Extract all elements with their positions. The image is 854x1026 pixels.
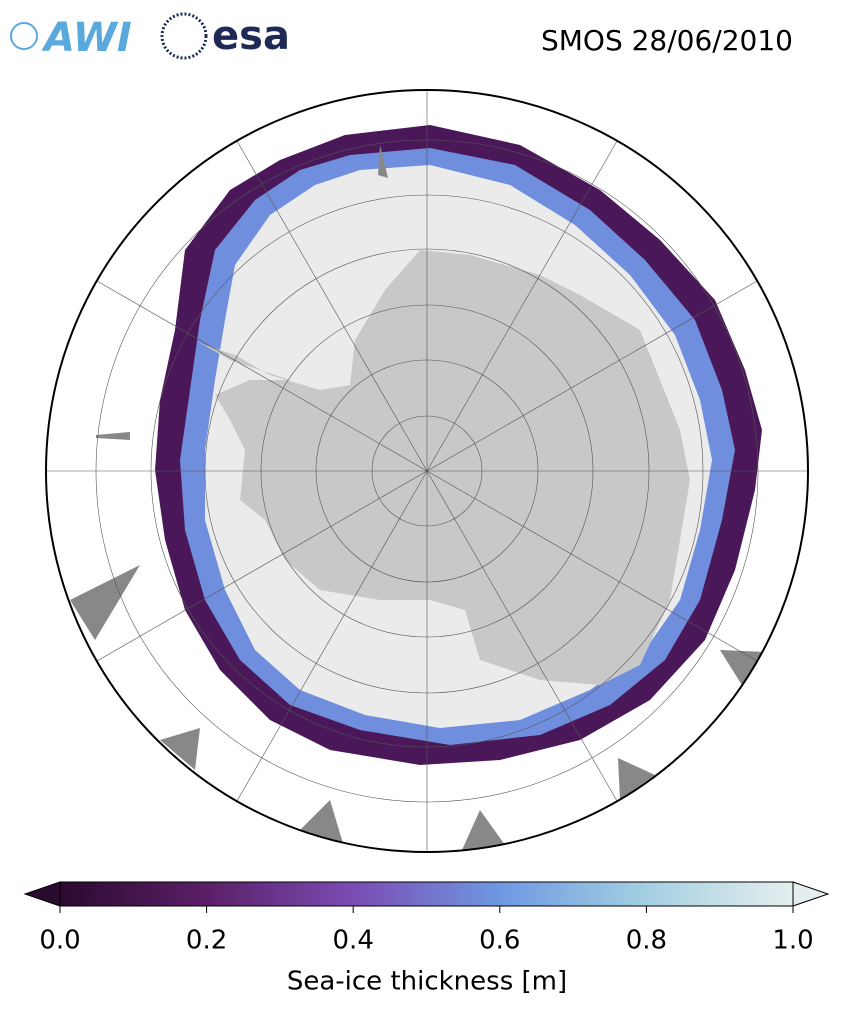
- antarctica: [195, 250, 690, 685]
- esa-logo: esa: [212, 13, 290, 59]
- awi-globe: [10, 22, 38, 50]
- colorbar-extend-max: [792, 881, 830, 907]
- colorbar-tick-label: 0.4: [333, 926, 374, 956]
- logos: AWI esa: [10, 12, 290, 61]
- map-frame: [45, 89, 809, 853]
- awi-logo: AWI: [41, 15, 132, 61]
- map: [46, 90, 808, 852]
- title: SMOS 28/06/2010: [541, 24, 793, 57]
- colorbar-tick-label: 0.2: [186, 926, 227, 956]
- colorbar-extend-min: [23, 881, 61, 907]
- colorbar-tick-label: 0.6: [479, 926, 520, 956]
- colorbar-label: Sea-ice thickness [m]: [287, 967, 567, 997]
- esa-mark: [160, 12, 208, 60]
- colorbar: Sea-ice thickness [m] 0.0 0.2 0.4 0.6 0.8 1.0: [23, 881, 830, 997]
- colorbar-tick-label: 0.0: [39, 926, 80, 956]
- graticule: [46, 90, 808, 852]
- colorbar-tick-label: 0.8: [626, 926, 667, 956]
- colorbar-tick-label: 1.0: [772, 926, 813, 956]
- other-land: [70, 145, 765, 850]
- colorbar-gradient: [59, 881, 794, 907]
